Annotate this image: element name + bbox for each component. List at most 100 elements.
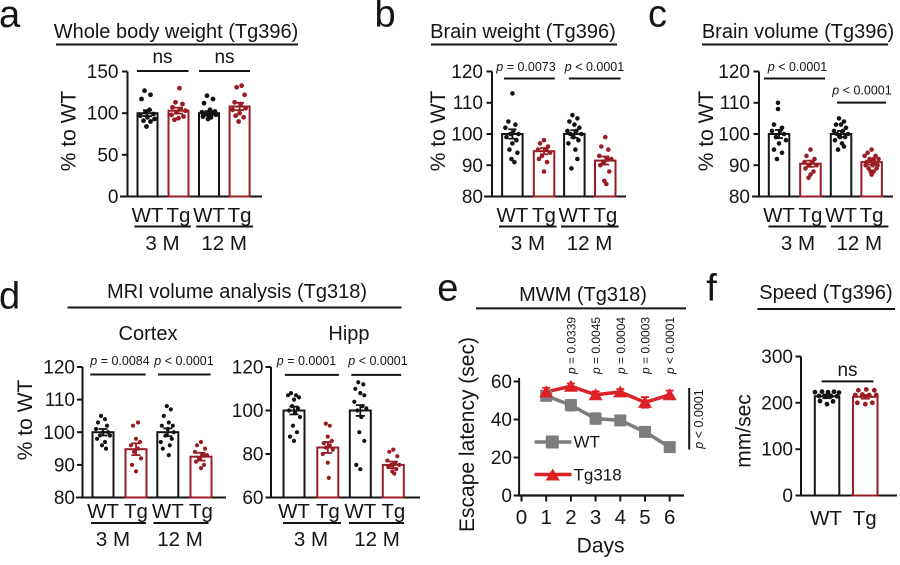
svg-text:20: 20 xyxy=(491,448,512,469)
svg-text:p = 0.0004: p = 0.0004 xyxy=(614,317,628,375)
svg-text:mm/sec: mm/sec xyxy=(733,394,756,468)
svg-text:Cortex: Cortex xyxy=(119,323,178,345)
svg-text:90: 90 xyxy=(54,455,75,476)
svg-text:12 M: 12 M xyxy=(354,528,400,551)
svg-text:p < 0.0001: p < 0.0001 xyxy=(767,60,827,74)
svg-text:3: 3 xyxy=(590,506,601,529)
svg-text:ns: ns xyxy=(214,47,234,68)
svg-text:3 M: 3 M xyxy=(511,232,545,255)
svg-text:ns: ns xyxy=(152,47,172,68)
svg-text:120: 120 xyxy=(451,62,483,83)
svg-text:12 M: 12 M xyxy=(837,232,883,255)
svg-text:p < 0.0001: p < 0.0001 xyxy=(347,354,407,368)
svg-text:% to WT: % to WT xyxy=(695,91,718,172)
svg-text:WT: WT xyxy=(574,433,600,452)
svg-text:Tg: Tg xyxy=(532,204,556,227)
svg-text:80: 80 xyxy=(54,488,75,509)
svg-text:200: 200 xyxy=(761,393,793,414)
svg-text:90: 90 xyxy=(462,156,483,177)
svg-text:WT: WT xyxy=(278,500,310,523)
svg-text:WT: WT xyxy=(344,500,376,523)
svg-text:p = 0.0339: p = 0.0339 xyxy=(564,317,578,375)
svg-text:Tg318: Tg318 xyxy=(574,466,622,485)
svg-text:5: 5 xyxy=(639,506,650,529)
svg-text:100: 100 xyxy=(451,125,483,146)
svg-text:p < 0.0001: p < 0.0001 xyxy=(153,354,213,368)
svg-text:p < 0.0001: p < 0.0001 xyxy=(831,84,891,98)
svg-text:Tg: Tg xyxy=(860,204,884,227)
svg-text:WT: WT xyxy=(193,204,225,227)
svg-text:3 M: 3 M xyxy=(294,528,328,551)
svg-text:3 M: 3 M xyxy=(96,528,130,551)
svg-text:% to WT: % to WT xyxy=(58,91,81,172)
svg-text:Tg: Tg xyxy=(189,500,213,523)
svg-text:WT: WT xyxy=(810,507,842,530)
svg-text:1: 1 xyxy=(540,506,551,529)
svg-text:p = 0.0084: p = 0.0084 xyxy=(89,354,149,368)
svg-text:Brain weight (Tg396): Brain weight (Tg396) xyxy=(430,21,616,43)
svg-text:100: 100 xyxy=(87,104,119,125)
svg-text:12 M: 12 M xyxy=(567,232,613,255)
svg-text:100: 100 xyxy=(43,423,75,444)
svg-text:p = 0.0073: p = 0.0073 xyxy=(495,60,555,74)
svg-text:WT: WT xyxy=(825,204,857,227)
svg-text:% to WT: % to WT xyxy=(427,91,450,172)
svg-text:110: 110 xyxy=(720,93,750,114)
svg-text:80: 80 xyxy=(462,187,483,208)
svg-text:150: 150 xyxy=(87,62,119,83)
svg-text:0: 0 xyxy=(516,506,527,529)
svg-text:50: 50 xyxy=(97,145,118,166)
svg-text:Tg: Tg xyxy=(593,204,617,227)
svg-text:6: 6 xyxy=(664,506,675,529)
svg-text:WT: WT xyxy=(87,500,119,523)
svg-text:0: 0 xyxy=(501,486,512,507)
svg-text:300: 300 xyxy=(761,347,793,368)
svg-text:b: b xyxy=(375,0,396,36)
svg-text:90: 90 xyxy=(729,156,750,177)
svg-text:0: 0 xyxy=(782,486,793,507)
svg-text:100: 100 xyxy=(761,440,793,461)
svg-text:3 M: 3 M xyxy=(781,232,815,255)
svg-text:Tg: Tg xyxy=(228,204,252,227)
svg-text:a: a xyxy=(0,0,21,36)
svg-text:% to WT: % to WT xyxy=(14,380,37,461)
svg-text:e: e xyxy=(437,268,458,310)
svg-text:Whole body weight (Tg396): Whole body weight (Tg396) xyxy=(54,21,299,43)
svg-text:d: d xyxy=(0,276,20,318)
svg-text:4: 4 xyxy=(615,506,626,529)
svg-text:WT: WT xyxy=(152,500,184,523)
svg-text:Brain volume (Tg396): Brain volume (Tg396) xyxy=(702,21,894,43)
svg-text:p = 0.0001: p = 0.0001 xyxy=(276,354,336,368)
svg-text:60: 60 xyxy=(491,372,512,393)
svg-text:WT: WT xyxy=(763,204,795,227)
svg-text:ns: ns xyxy=(837,360,857,381)
svg-text:p < 0.0001: p < 0.0001 xyxy=(564,60,624,74)
svg-text:Hipp: Hipp xyxy=(328,323,369,345)
svg-text:WT: WT xyxy=(132,204,164,227)
svg-text:Tg: Tg xyxy=(381,500,405,523)
svg-text:Escape latency (sec): Escape latency (sec) xyxy=(456,337,479,532)
svg-text:p = 0.0045: p = 0.0045 xyxy=(589,317,603,375)
svg-text:120: 120 xyxy=(232,358,264,379)
svg-text:3 M: 3 M xyxy=(145,232,179,255)
svg-text:2: 2 xyxy=(565,506,576,529)
svg-text:WT: WT xyxy=(496,204,528,227)
svg-text:110: 110 xyxy=(453,93,483,114)
svg-text:p < 0.0001: p < 0.0001 xyxy=(692,389,706,449)
svg-text:100: 100 xyxy=(718,125,750,146)
svg-text:c: c xyxy=(648,0,667,36)
svg-text:Days: Days xyxy=(577,535,625,558)
svg-text:WT: WT xyxy=(558,204,590,227)
svg-text:100: 100 xyxy=(232,401,264,422)
svg-text:120: 120 xyxy=(43,358,75,379)
svg-text:MRI volume analysis (Tg318): MRI volume analysis (Tg318) xyxy=(107,281,367,303)
svg-text:Tg: Tg xyxy=(799,204,823,227)
svg-text:p < 0.0001: p < 0.0001 xyxy=(663,317,677,375)
svg-text:80: 80 xyxy=(729,187,750,208)
svg-text:0: 0 xyxy=(108,187,119,208)
svg-text:120: 120 xyxy=(718,62,750,83)
svg-text:12 M: 12 M xyxy=(157,528,203,551)
svg-text:p = 0.0003: p = 0.0003 xyxy=(639,317,653,375)
svg-text:Tg: Tg xyxy=(316,500,340,523)
svg-text:110: 110 xyxy=(45,390,75,411)
